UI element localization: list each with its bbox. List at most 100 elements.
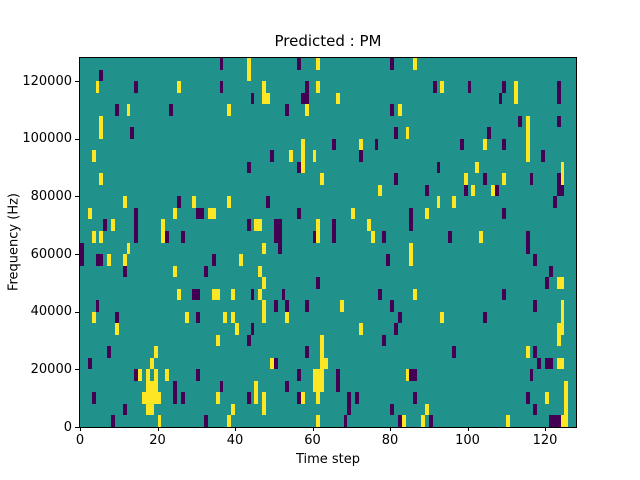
heatmap-cell <box>173 265 177 278</box>
x-tick-label: 120 <box>532 433 558 448</box>
heatmap-cell <box>246 161 251 174</box>
y-tick-label: 80000 <box>30 188 72 204</box>
heatmap-cell <box>99 230 104 243</box>
heatmap-cell <box>176 288 181 301</box>
heatmap-cell <box>393 323 398 335</box>
heatmap-cell <box>475 161 480 174</box>
heatmap-cell <box>91 392 96 404</box>
heatmap-cell <box>207 207 212 220</box>
heatmap-cell <box>134 230 139 243</box>
heatmap-cell <box>114 323 119 335</box>
y-tick <box>75 369 79 371</box>
heatmap-cell <box>548 265 553 278</box>
heatmap-cell <box>335 369 340 381</box>
heatmap-cell <box>215 334 220 347</box>
heatmap-cell <box>173 380 177 393</box>
heatmap-cell <box>273 219 278 231</box>
heatmap-cell <box>277 242 282 255</box>
x-tick <box>80 427 81 431</box>
heatmap-cell <box>397 415 402 427</box>
heatmap-cell <box>145 392 150 404</box>
y-tick <box>75 427 79 428</box>
heatmap-cell <box>111 415 115 427</box>
heatmap-cell <box>80 254 84 266</box>
heatmap-cell <box>390 104 394 116</box>
heatmap-cell <box>320 357 325 370</box>
heatmap-cell <box>560 357 565 370</box>
heatmap-cell <box>219 380 224 393</box>
heatmap-cell <box>405 127 410 139</box>
heatmap-cell <box>196 369 201 381</box>
heatmap-cell <box>320 173 325 185</box>
heatmap-cell <box>262 242 266 255</box>
heatmap-cell <box>413 392 418 404</box>
heatmap-cell <box>529 369 534 381</box>
heatmap-cell <box>114 104 119 116</box>
heatmap-cell <box>533 254 538 266</box>
heatmap-cell <box>393 127 398 139</box>
heatmap-cell <box>149 357 154 370</box>
heatmap-cell <box>173 392 177 404</box>
y-tick <box>75 196 79 198</box>
heatmap-cell <box>320 346 325 358</box>
heatmap-cell <box>556 357 561 370</box>
heatmap-cell <box>161 230 166 243</box>
x-tick <box>235 427 236 431</box>
heatmap-cell <box>238 254 243 266</box>
heatmap-cell <box>483 138 487 151</box>
heatmap-cell <box>300 392 305 404</box>
heatmap-cell <box>161 219 166 231</box>
heatmap-cell <box>560 415 565 427</box>
x-tick <box>157 427 159 431</box>
chart-title: Predicted : PM <box>274 32 382 50</box>
heatmap-cell <box>266 92 270 105</box>
heatmap-cell <box>463 173 468 185</box>
heatmap-cell <box>165 369 170 381</box>
heatmap-cell <box>483 173 487 185</box>
heatmap-cell <box>525 242 530 255</box>
heatmap-cell <box>339 300 344 312</box>
y-tick <box>75 81 79 83</box>
heatmap-cell <box>370 230 375 243</box>
heatmap-cell <box>285 311 290 324</box>
heatmap-cell <box>440 81 445 93</box>
heatmap-cell <box>421 415 425 427</box>
heatmap-cell <box>122 196 127 208</box>
heatmap-cell <box>285 300 290 312</box>
heatmap-cell <box>564 392 569 404</box>
heatmap-cell <box>111 219 115 231</box>
heatmap-cell <box>316 369 321 381</box>
heatmap-cell <box>211 207 216 220</box>
heatmap-cell <box>250 288 255 301</box>
heatmap-cell <box>300 150 305 162</box>
heatmap-cell <box>211 288 216 301</box>
heatmap-cell <box>196 288 201 301</box>
x-tick <box>312 427 314 431</box>
heatmap-cell <box>436 161 441 174</box>
heatmap-cell <box>134 81 139 93</box>
heatmap-cell <box>149 380 154 393</box>
heatmap-cell <box>320 334 325 347</box>
heatmap-cell <box>514 92 518 105</box>
heatmap-cell <box>273 357 278 370</box>
heatmap-cell <box>219 58 224 70</box>
heatmap-cell <box>525 346 530 358</box>
heatmap-cell <box>130 127 135 139</box>
heatmap-cell <box>564 403 569 416</box>
heatmap-cell <box>231 311 235 324</box>
heatmap-cell <box>560 300 565 312</box>
heatmap-cell <box>335 92 340 105</box>
heatmap-cell <box>533 300 538 312</box>
heatmap-cell <box>122 254 127 266</box>
heatmap-cell <box>440 311 445 324</box>
heatmap-cell <box>153 380 158 393</box>
heatmap-cell <box>192 196 197 208</box>
heatmap-cell <box>556 173 561 185</box>
heatmap-cell <box>277 219 282 231</box>
heatmap-cell <box>258 288 263 301</box>
heatmap-cell <box>471 184 476 197</box>
heatmap-cell <box>343 415 348 427</box>
heatmap-cell <box>87 357 92 370</box>
heatmap-cell <box>397 104 402 116</box>
heatmap-cell <box>409 219 414 231</box>
